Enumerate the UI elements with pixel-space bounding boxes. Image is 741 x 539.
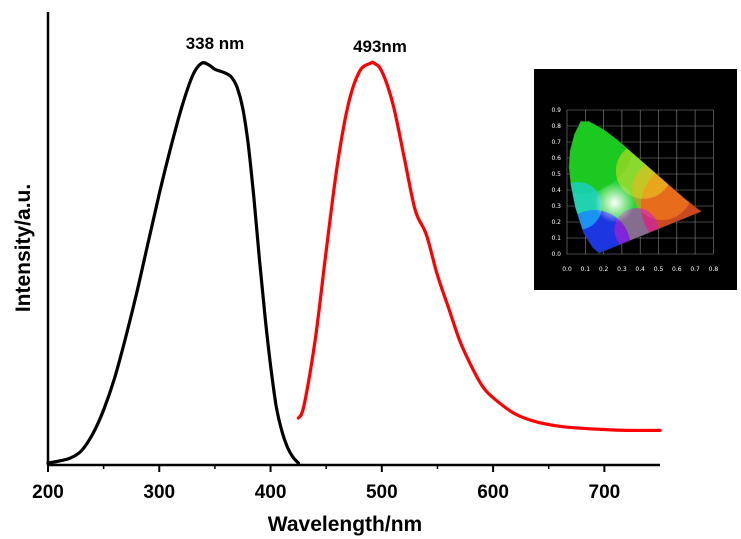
cie-y-tick: 0.3: [551, 203, 561, 210]
cie-inset: 0.0 0.1 0.2 0.3 0.4 0.5 0.6 0.7 0.8 0.0 0.1 0.2 0.3 0…: [534, 69, 737, 290]
cie-x-tick: 0.5: [654, 266, 664, 273]
cie-x-tick: 0.2: [599, 266, 609, 273]
x-axis-title: Wavelength/nm: [268, 513, 422, 536]
x-ticks: [47, 465, 606, 472]
cie-y-tick: 0.9: [551, 107, 561, 114]
cie-y-tick: 0.5: [551, 171, 561, 178]
cie-locus-outline: [568, 120, 702, 254]
x-tick-labels: 200 300 400 500 600 700: [32, 482, 620, 503]
cie-y-tick: 0.6: [551, 155, 561, 162]
cie-y-tick: 0.4: [551, 187, 561, 194]
cie-y-tick: 0.7: [551, 139, 561, 146]
peak-label-excitation: 338 nm: [186, 34, 245, 53]
cie-y-tick: 0.1: [551, 235, 561, 242]
cie-x-tick: 0.3: [617, 266, 627, 273]
cie-x-tick: 0.4: [635, 266, 645, 273]
cie-x-tick: 0.1: [581, 266, 591, 273]
cie-y-tick: 0.8: [551, 123, 561, 130]
x-tick-label: 500: [366, 482, 398, 503]
cie-x-tick: 0.0: [562, 266, 572, 273]
x-tick-label: 300: [143, 482, 175, 503]
x-tick-label: 200: [32, 482, 64, 503]
cie-y-tick: 0.0: [551, 251, 561, 258]
cie-tick-labels: 0.0 0.1 0.2 0.3 0.4 0.5 0.6 0.7 0.8 0.0 0.1 0.2 0.3 0…: [551, 107, 718, 273]
cie-x-tick: 0.7: [690, 266, 700, 273]
y-axis-title: Intensity/a.u.: [12, 184, 35, 312]
cie-x-tick: 0.8: [709, 266, 719, 273]
peak-label-emission: 493nm: [353, 37, 407, 56]
x-tick-label: 600: [477, 482, 509, 503]
x-tick-label: 400: [255, 482, 287, 503]
cie-y-tick: 0.2: [551, 219, 561, 226]
excitation-curve: [46, 61, 300, 465]
x-tick-label: 700: [589, 482, 621, 503]
emission-curve: [296, 60, 662, 433]
cie-x-tick: 0.6: [672, 266, 682, 273]
series-layer: [46, 60, 662, 465]
